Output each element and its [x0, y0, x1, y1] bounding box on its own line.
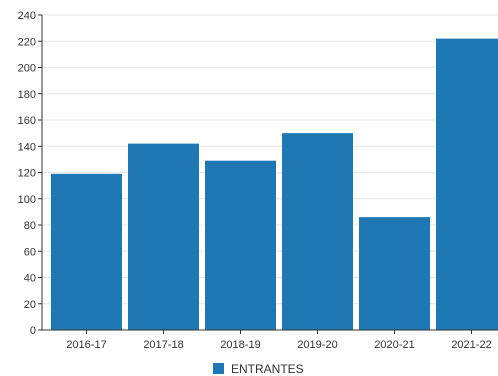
x-tick-label: 2017-18: [143, 339, 183, 351]
bars: [51, 38, 498, 330]
y-tick-label: 120: [18, 168, 36, 180]
y-tick-label: 160: [18, 115, 36, 127]
x-tick-label: 2016-17: [66, 339, 106, 351]
bar-2018-19: [205, 160, 276, 330]
y-tick-label: 60: [24, 246, 36, 258]
y-tick-label: 80: [24, 220, 36, 232]
legend-swatch: [213, 363, 224, 374]
bar-2017-18: [128, 143, 199, 330]
y-tick-label: 100: [18, 194, 36, 206]
legend-label-entrantes: ENTRANTES: [231, 362, 304, 376]
x-tick-label: 2019-20: [297, 339, 337, 351]
y-tick-label: 20: [24, 299, 36, 311]
y-tick-label: 140: [18, 141, 36, 153]
x-tick-label: 2021-22: [451, 339, 491, 351]
y-tick-label: 40: [24, 273, 36, 285]
x-tick-label: 2018-19: [220, 339, 260, 351]
axes: [38, 14, 498, 334]
y-tick-label: 200: [18, 63, 36, 75]
x-tick-labels: 2016-17 2017-18 2018-19 2019-20 2020-21 2021-…: [66, 339, 491, 351]
y-tick-label: 240: [18, 10, 36, 22]
bar-2020-21: [359, 217, 430, 330]
y-tick-label: 220: [18, 36, 36, 48]
x-tick-label: 2020-21: [374, 339, 414, 351]
y-tick-label: 180: [18, 89, 36, 101]
bar-2019-20: [282, 133, 353, 330]
y-tick-labels: 0 20 40 60 80 100 120 140 160 180 200 220 240: [18, 10, 36, 337]
bar-2021-22: [436, 38, 498, 330]
y-tick-label: 0: [30, 325, 36, 337]
legend: ENTRANTES: [213, 362, 304, 376]
bar-2016-17: [51, 173, 122, 330]
